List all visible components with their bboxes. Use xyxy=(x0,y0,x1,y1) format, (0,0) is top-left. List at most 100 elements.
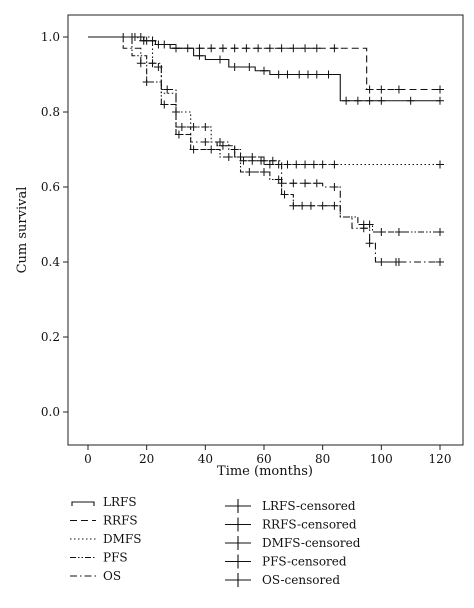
censor-mark-lrfs xyxy=(377,96,386,105)
censor-mark-os xyxy=(312,179,321,188)
censor-mark-os xyxy=(394,258,403,266)
censor-mark-lrfs xyxy=(324,70,333,79)
censor-mark-pfs xyxy=(289,201,298,210)
legend-swatch-lrfs xyxy=(71,501,95,506)
legend-censor-swatch-pfs-censored xyxy=(225,554,251,569)
censor-mark-pfs xyxy=(207,145,216,154)
legend-censor-swatch-lrfs-censored xyxy=(225,499,251,513)
y-tick-label: 0.8 xyxy=(41,105,60,119)
censor-mark-os xyxy=(201,138,210,146)
legend-label-os-censored: OS-censored xyxy=(262,573,340,587)
censor-marks-layer xyxy=(119,33,444,266)
x-axis: 0 20 40 60 80 100 120 xyxy=(84,445,451,466)
censor-mark-lrfs xyxy=(353,96,362,105)
censor-mark-rrfs xyxy=(289,44,298,53)
legend-label-pfs: PFS xyxy=(103,551,128,565)
censor-mark-rrfs xyxy=(330,44,339,53)
legend-label-lrfs: LRFS xyxy=(103,495,137,509)
censor-mark-os xyxy=(218,141,227,150)
censor-mark-os xyxy=(260,156,268,165)
plot-frame xyxy=(67,14,464,446)
x-axis-title: Time (months) xyxy=(217,464,313,479)
y-tick-label: 0.2 xyxy=(41,330,60,344)
censor-mark-rrfs xyxy=(301,44,310,53)
censor-mark-rrfs xyxy=(365,85,374,94)
legend-label-dmfs: DMFS xyxy=(103,532,141,546)
censor-mark-dmfs xyxy=(318,160,327,169)
censor-mark-dmfs xyxy=(201,123,210,131)
censor-mark-lrfs xyxy=(342,96,351,105)
legend-lines: LRFS RRFS DMFS PFS OS xyxy=(70,495,141,583)
censor-mark-rrfs xyxy=(195,44,204,53)
censor-mark-os xyxy=(177,123,186,131)
y-axis-title: Cum survival xyxy=(15,187,30,274)
x-tick-label: 100 xyxy=(370,452,393,466)
censor-mark-lrfs xyxy=(119,33,128,41)
x-tick-label: 60 xyxy=(256,452,271,466)
censor-mark-pfs xyxy=(142,78,151,86)
legend-label-rrfs-censored: RRFS-censored xyxy=(262,518,357,532)
censor-mark-pfs xyxy=(394,228,403,236)
censor-mark-rrfs xyxy=(230,44,239,53)
censor-mark-rrfs xyxy=(218,44,227,53)
y-axis: 0.0 0.2 0.4 0.6 0.8 1.0 xyxy=(41,30,68,419)
censor-mark-pfs xyxy=(330,201,339,210)
censor-mark-pfs xyxy=(306,201,315,210)
series-line-rrfs xyxy=(88,36,440,91)
censor-mark-dmfs xyxy=(154,63,163,71)
censor-mark-os xyxy=(359,224,368,233)
legend-label-dmfs-censored: DMFS-censored xyxy=(262,536,361,550)
censor-mark-rrfs xyxy=(242,44,251,53)
y-tick-label: 0.6 xyxy=(41,180,60,194)
censor-mark-rrfs xyxy=(130,33,139,41)
censor-mark-dmfs xyxy=(172,108,180,116)
legend-label-pfs-censored: PFS-censored xyxy=(262,555,347,569)
censor-mark-os xyxy=(330,183,339,191)
x-tick-label: 40 xyxy=(198,452,213,466)
censor-mark-os xyxy=(277,179,286,188)
censor-mark-pfs xyxy=(318,201,327,210)
censor-mark-lrfs xyxy=(365,96,374,105)
censor-mark-os xyxy=(365,239,374,248)
censor-mark-rrfs xyxy=(160,40,169,49)
x-tick-label: 0 xyxy=(84,452,92,466)
censor-mark-lrfs xyxy=(406,96,415,105)
censor-mark-lrfs xyxy=(245,63,254,71)
censor-mark-lrfs xyxy=(436,96,444,105)
censor-mark-pfs xyxy=(365,220,374,229)
censor-mark-os xyxy=(377,258,386,266)
censor-mark-lrfs xyxy=(216,55,224,64)
censor-mark-pfs xyxy=(436,228,444,236)
censor-mark-dmfs xyxy=(301,160,310,169)
censor-mark-lrfs xyxy=(230,63,239,71)
censor-mark-os xyxy=(301,179,310,188)
censor-mark-lrfs xyxy=(304,70,312,79)
legend-censored: LRFS-censored RRFS-censored DMFS-censored P… xyxy=(225,499,361,587)
legend-label-os: OS xyxy=(103,569,121,583)
censor-mark-os xyxy=(236,153,245,161)
censor-mark-pfs xyxy=(174,130,183,139)
censor-mark-os xyxy=(148,59,157,68)
censor-mark-lrfs xyxy=(295,70,304,79)
x-tick-label: 80 xyxy=(315,452,330,466)
censor-mark-rrfs xyxy=(277,44,286,53)
legend-label-rrfs: RRFS xyxy=(103,514,138,528)
legend-censor-swatch-os-censored xyxy=(225,573,251,587)
censor-mark-rrfs xyxy=(183,44,192,53)
x-tick-label: 20 xyxy=(139,452,154,466)
censor-mark-lrfs xyxy=(312,70,321,79)
x-tick-label: 120 xyxy=(429,452,452,466)
censor-mark-rrfs xyxy=(207,44,216,53)
legend-censor-swatch-rrfs-censored xyxy=(225,517,251,532)
censor-mark-dmfs xyxy=(230,145,239,154)
censor-mark-lrfs xyxy=(195,51,204,60)
censor-mark-rrfs xyxy=(436,85,444,94)
censor-mark-pfs xyxy=(377,228,386,236)
censor-mark-pfs xyxy=(160,100,169,109)
censor-mark-pfs xyxy=(260,168,268,176)
censor-mark-dmfs xyxy=(283,160,292,169)
series-line-pfs xyxy=(88,36,440,233)
censor-mark-rrfs xyxy=(377,85,386,94)
